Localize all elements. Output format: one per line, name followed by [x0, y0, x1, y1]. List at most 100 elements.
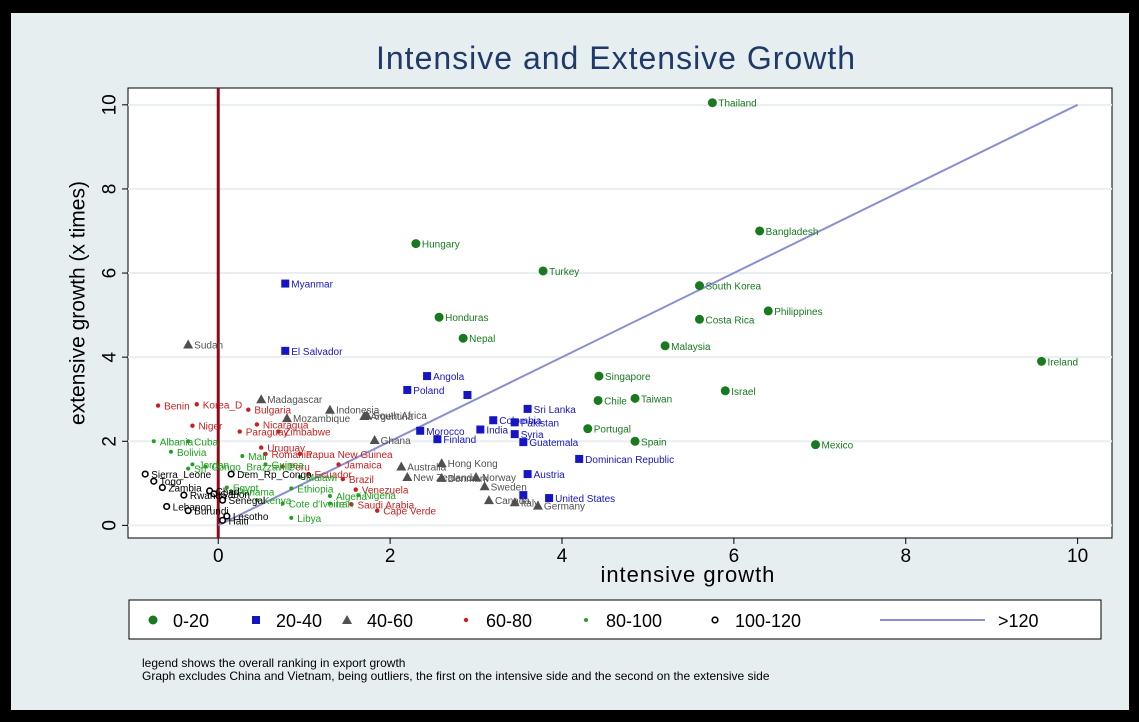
legend-item: 80-100: [584, 611, 662, 631]
point-label: El Salvador: [291, 347, 343, 358]
point-label: Morocco: [426, 427, 465, 438]
point-label: Congo_Brazzaville: [211, 463, 295, 474]
chart-title: Intensive and Extensive Growth: [375, 40, 856, 76]
point-label: Turkey: [549, 267, 579, 278]
data-point: [336, 462, 341, 467]
point-label: Thailand: [718, 99, 756, 110]
point-label: Bulgaria: [254, 406, 291, 417]
data-point: [246, 407, 251, 412]
point-label: Philippines: [774, 307, 822, 318]
y-tick-label: 0: [100, 520, 121, 531]
point-label: Myanmar: [291, 280, 333, 291]
footnote-exclusion: Graph excludes China and Vietnam, being …: [142, 669, 770, 683]
y-tick-label: 6: [100, 268, 121, 279]
data-point: [509, 497, 520, 507]
legend-item: 40-60: [342, 611, 413, 631]
data-point: [210, 490, 218, 498]
point-label: Dem_Rp_Congo: [237, 470, 312, 481]
point-label: Denmark: [448, 474, 490, 485]
point-label: Guinea: [272, 460, 305, 471]
data-point: [463, 391, 472, 400]
data-point: [694, 314, 704, 324]
data-point: [423, 372, 432, 381]
data-point: [1037, 356, 1047, 366]
point-label: Senegal: [229, 496, 266, 507]
point-label: Mali: [248, 452, 266, 463]
point-label: Bolivia: [177, 448, 207, 459]
point-label: Algeria: [336, 492, 368, 503]
point-label: Iran: [336, 500, 353, 511]
point-label: Sudan: [194, 341, 223, 352]
data-point: [510, 418, 519, 427]
legend-item: 60-80: [463, 611, 532, 631]
data-point: [519, 438, 528, 447]
data-point: [575, 454, 584, 463]
data-point: [458, 333, 468, 343]
legend: 0-20 20-40 40-60 60-80 80-100 100-120 >120: [128, 599, 1102, 640]
y-tick-label: 2: [100, 436, 121, 447]
data-point: [519, 491, 528, 500]
point-label: Sri: [194, 465, 206, 476]
point-label: Australia: [407, 463, 446, 474]
data-point: [523, 404, 532, 413]
point-label: Gabon: [220, 490, 250, 501]
point-label: Peru: [289, 463, 310, 474]
data-point: [237, 429, 242, 434]
legend-marker: [463, 617, 469, 623]
point-label: Korea_D: [203, 400, 242, 411]
point-label: Sweden: [491, 482, 527, 493]
point-label: Colombia: [499, 416, 542, 427]
data-point: [353, 487, 358, 492]
data-point: [141, 470, 149, 478]
data-point: [369, 435, 380, 445]
data-point: [327, 493, 332, 498]
point-label: Venezuela: [362, 486, 409, 497]
data-point: [694, 281, 704, 291]
point-label: Angola: [433, 372, 465, 383]
data-point: [194, 402, 199, 407]
data-point: [281, 279, 290, 288]
point-label: Hungary: [422, 240, 460, 251]
point-label: Papua New Guinea: [306, 450, 393, 461]
y-tick-label: 4: [100, 351, 121, 362]
point-label: Madagascar: [267, 395, 323, 406]
data-point: [155, 403, 161, 408]
data-point: [630, 436, 640, 446]
legend-item: 20-40: [252, 611, 322, 631]
data-point: [223, 512, 231, 520]
legend-marker: [252, 616, 260, 624]
data-point: [280, 501, 285, 506]
data-point: [186, 466, 191, 471]
legend-item: 0-20: [148, 611, 209, 631]
plot-area: [127, 87, 1113, 539]
data-point: [660, 341, 670, 351]
point-label: Cote d'Ivoire: [289, 500, 345, 511]
point-label: Cuba: [194, 437, 218, 448]
data-point: [184, 507, 192, 515]
point-label: Ethiopia: [297, 484, 334, 495]
point-label: Taiwan: [641, 394, 672, 405]
data-point: [411, 239, 421, 249]
legend-label: 0-20: [173, 611, 209, 631]
point-label: Singapore: [605, 372, 651, 383]
point-label: Malaysia: [671, 342, 711, 353]
data-point: [479, 481, 490, 491]
x-tick-label: 10: [1067, 546, 1088, 567]
legend-label: >120: [998, 611, 1039, 631]
data-point: [218, 516, 227, 524]
point-label: Burundi: [194, 507, 228, 518]
point-label: Syria: [521, 430, 544, 441]
data-point: [150, 477, 158, 485]
data-point: [186, 439, 191, 444]
point-label: United States: [555, 494, 615, 505]
data-point: [183, 339, 194, 349]
data-point: [356, 493, 361, 498]
data-point: [168, 449, 173, 454]
data-point: [218, 496, 227, 504]
point-label: Niger: [198, 422, 223, 433]
point-label: Jamaica: [345, 460, 383, 471]
data-point: [224, 485, 229, 490]
point-label: India: [486, 425, 508, 436]
